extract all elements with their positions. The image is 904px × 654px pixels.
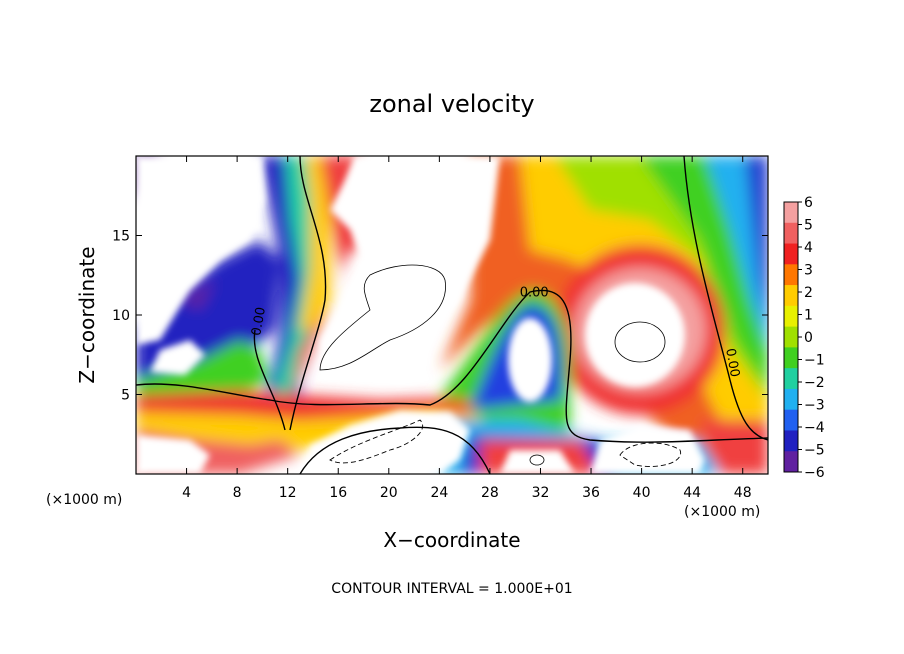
y-axis-label: Z−coordinate (75, 246, 99, 383)
colorbar-swatch (784, 368, 798, 390)
colorbar-swatch (784, 409, 798, 431)
contour-zero-line (299, 426, 491, 474)
contour-zero-line (136, 289, 768, 443)
x-tick-label: 40 (633, 485, 651, 501)
contour-label: 0.00 (520, 286, 549, 301)
colorbar-label: 6 (804, 195, 813, 211)
colorbar-swatch (784, 347, 798, 369)
colorbar-label: 1 (804, 308, 813, 324)
colorbar-label: 4 (804, 240, 813, 256)
colorbar: 6 5 4 3 2 1 0 −1 −2 −3 −4 −5 −6 (783, 195, 825, 481)
contour-labels: 0.00 0.00 0.00 (249, 286, 742, 379)
colorbar-label: 5 (804, 218, 813, 234)
contour-zero-line (683, 156, 768, 441)
colorbar-swatch (784, 305, 798, 328)
colorbar-label: 3 (804, 263, 813, 279)
contour-zero-line (253, 329, 286, 431)
colorbar-label: −1 (804, 353, 825, 369)
white-regions (136, 156, 705, 474)
colorbar-label: −2 (804, 375, 825, 391)
x-tick-label: 8 (233, 485, 242, 501)
x-tick-label: 44 (683, 485, 701, 501)
colorbar-label: 2 (804, 285, 813, 301)
colorbar-swatch (784, 326, 798, 348)
x-axis-label: X−coordinate (383, 528, 520, 552)
chart-title: zonal velocity (369, 90, 534, 118)
colorbar-swatch (784, 451, 798, 473)
x-tick-label: 12 (279, 485, 297, 501)
contour-label-group: 0.00 (520, 286, 549, 301)
contour-label: 0.00 (249, 306, 269, 337)
x-unit-note-left: (×1000 m) (46, 492, 122, 508)
contour-label-group: 0.00 (249, 306, 269, 337)
contour-closed (319, 264, 446, 371)
y-tick-label: 15 (112, 229, 130, 245)
x-tick-label: 36 (582, 485, 600, 501)
colorbar-swatch (784, 285, 798, 307)
x-tick-label: 16 (329, 485, 347, 501)
contour-label-group: 0.00 (722, 347, 742, 378)
colorbar-swatch (784, 202, 798, 224)
colorbar-label: −4 (804, 420, 825, 436)
colorbar-swatch (784, 388, 798, 411)
x-tick-label: 24 (430, 485, 448, 501)
colorbar-label: −5 (804, 443, 825, 459)
y-tick-label: 5 (121, 388, 130, 404)
x-tick-label: 4 (182, 485, 191, 501)
contour-label: 0.00 (722, 347, 742, 378)
colorbar-swatch (784, 222, 798, 245)
colorbar-swatch (784, 243, 798, 265)
y-axis-ticks: 5 10 15 (112, 229, 768, 404)
contour-closed (529, 454, 545, 466)
contour-lines (136, 156, 768, 474)
contour-thin (319, 264, 666, 466)
colorbar-label: −3 (804, 398, 825, 414)
colorbar-label: 0 (804, 330, 813, 346)
colorbar-label: −6 (804, 465, 825, 481)
contour-closed (614, 321, 666, 363)
colorbar-swatch (784, 264, 798, 286)
x-tick-label: 32 (532, 485, 550, 501)
contour-interval-note: CONTOUR INTERVAL = 1.000E+01 (331, 581, 572, 597)
x-tick-label: 48 (734, 485, 752, 501)
colorbar-swatch (784, 430, 798, 452)
contour-zero-line (289, 156, 327, 431)
plot-area: 0.00 0.00 0.00 (136, 156, 768, 474)
x-tick-label: 20 (380, 485, 398, 501)
contour-dashed (329, 419, 682, 467)
x-unit-note-right: (×1000 m) (684, 504, 760, 520)
x-axis-ticks: 4 8 12 16 20 24 28 32 36 40 44 48 (182, 156, 752, 501)
y-tick-label: 10 (112, 308, 130, 324)
x-tick-label: 28 (481, 485, 499, 501)
